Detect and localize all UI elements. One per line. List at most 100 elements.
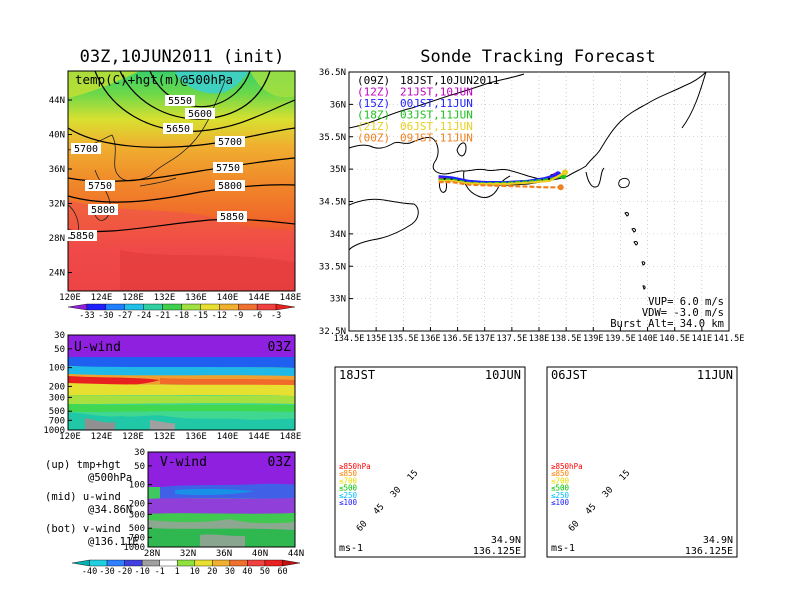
lat-tick-label: 32.5N [319,327,346,337]
lon-tick-label: 140E [217,293,239,303]
contour-value: 5850 [70,231,94,242]
colorbar-tick-label: -15 [193,311,208,321]
legend-text: 00JST,11JUN [400,97,473,110]
colorbar-swatch [106,559,125,567]
colorbar-swatch [247,559,266,567]
contour-labels: 5550 5600 5650 5700 5700 5750 5750 5800 5800 5850… [67,95,247,242]
lon-tick-label: 144E [248,293,270,303]
colorbar-tick-label: -30 [98,311,113,321]
lat-tick-label: 36N [330,100,346,110]
level-legend: ≥850hPa [551,462,583,471]
colorbar-swatch [124,559,143,567]
lon-tick-label: 136E [185,293,207,303]
lon-tick-label: 136.5E [442,334,473,344]
temperature-map [68,71,295,291]
colorbar-tick-label: -30 [99,567,114,577]
left-map-label: temp(C)+hgt(m)@500hPa [75,72,233,87]
sonde-parameter: Burst Alt= 34.0 km [610,318,724,330]
hodograph-unit: ms-1 [339,543,363,554]
contour-label: 5800 [88,204,118,216]
pressure-tick-label: 30 [54,331,65,341]
colorbar-swatch [124,303,144,311]
pressure-tick-label: 1000 [123,543,145,553]
colorbar-tick-label: 50 [260,567,270,577]
colorbar-swatch [212,559,231,567]
colorbar-tick-label: -27 [117,311,132,321]
colorbar-swatch [177,559,195,567]
level-legend: ≤850 [551,469,570,478]
colorbar-swatch [181,303,201,311]
lon-tick-label: 139E [583,334,603,344]
colorbar-tick-label: 10 [190,567,200,577]
lat-tick-label: 35N [330,165,346,175]
contour-value: 5800 [218,181,242,192]
left-panel-title: 03Z,10JUN2011 (init) [80,47,285,67]
tracking-gridlines [349,72,729,331]
v-wind-frame [147,451,296,548]
contour-value: 5750 [88,181,112,192]
lat-tick-label: 36N [216,549,232,559]
note-line: (mid) u-wind [45,491,121,503]
u-wind-section [68,335,295,430]
hodograph-lon: 136.125E [685,546,733,557]
coastlines [349,72,707,290]
colorbar-tick-label: -33 [79,311,94,321]
note-line: @136.11E [88,536,139,548]
colorbar-swatch [264,559,283,567]
lat-tick-label: 28N [144,549,160,559]
wind-colorbar: -40 -30 -20 -10 -1 1 10 20 30 40 50 60 [71,559,301,577]
sonde-parameter: VUP= 6.0 m/s [648,296,724,308]
sonde-track-line [438,171,566,186]
lon-tick-label: 124E [91,293,113,303]
contour-label: 5850 [217,211,247,223]
right-panel-title: Sonde Tracking Forecast [420,47,655,67]
pressure-tick-label: 300 [49,393,65,403]
lon-tick-label: 120E [59,293,81,303]
legend-tag: (15Z) [357,97,390,110]
colorbar-swatch [141,559,160,567]
legend-text: 03JST,11JUN [400,109,473,122]
colorbar-swatch [275,303,296,311]
lon-tick-label: 128E [122,293,144,303]
colorbar-swatch [238,303,258,311]
lat-tick-label: 32N [49,200,65,210]
lon-tick-label: 140E [217,432,239,442]
sonde-tracks [438,169,569,191]
sonde-track-line [438,181,561,189]
level-legend: ≤700 [339,476,358,485]
sonde-landing-point [562,169,569,176]
lon-tick-label: 140.5E [659,334,690,344]
lon-tick-label: 140E [637,334,657,344]
lat-tick-label: 44N [288,549,304,559]
lon-tick-label: 135E [366,334,386,344]
colorbar-swatch [86,303,107,311]
v-wind-section [148,452,295,547]
colorbar-tick-label: -10 [134,567,149,577]
pressure-tick-label: 50 [54,345,65,355]
legend-tag: (12Z) [357,86,390,99]
pressure-tick-label: 700 [49,416,65,426]
hodograph-lat: 34.9N [703,535,733,546]
hodograph-lat: 34.9N [491,535,521,546]
colorbar-swatch [219,303,239,311]
colorbar-swatch [143,303,163,311]
colorbar-tick-label: 1 [175,567,180,577]
lat-tick-label: 36N [49,165,65,175]
contour-label: 5750 [213,162,243,174]
left-lat-ticks: 44N 40N 36N 32N 28N 24N [49,96,72,279]
legend-tag: (09Z) [357,74,390,87]
colorbar-tick-label: -1 [155,567,165,577]
lat-tick-label: 33N [330,295,346,305]
colorbar-tick-label: 40 [242,567,252,577]
colorbar-tick-label: -6 [252,311,262,321]
tracking-legend: (09Z) 18JST,10JUN2011 (12Z) 21JST,10JUN (15Z… [357,74,499,145]
lon-tick-label: 136E [185,432,207,442]
contour-label: 5600 [185,108,215,120]
contour-label: 5800 [215,180,245,192]
lat-tick-label: 40N [252,549,268,559]
lon-tick-label: 138.5E [551,334,582,344]
colorbar-swatch [229,559,248,567]
